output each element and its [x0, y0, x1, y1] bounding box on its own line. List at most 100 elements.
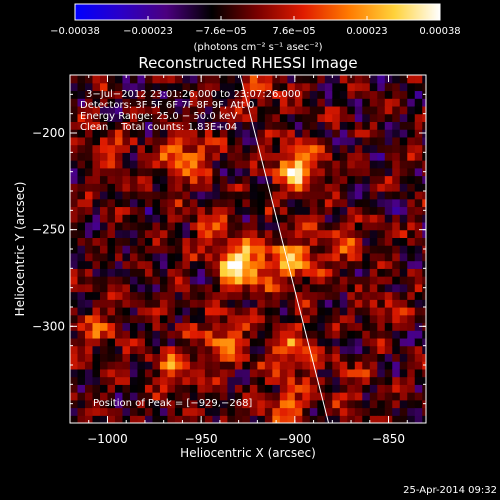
heatmap-cell [219, 221, 228, 231]
heatmap-cell [362, 198, 371, 208]
heatmap-cell [362, 152, 371, 161]
heatmap-cell [287, 384, 296, 393]
heatmap-cell [174, 237, 184, 246]
heatmap-cell [219, 299, 228, 308]
heatmap-cell [392, 75, 401, 84]
heatmap-cell [77, 191, 86, 200]
heatmap-cell [399, 337, 408, 347]
heatmap-cell [84, 160, 94, 169]
heatmap-cell [332, 183, 341, 192]
heatmap-cell [309, 129, 318, 138]
heatmap-cell [309, 183, 318, 192]
heatmap-cell [294, 252, 303, 262]
heatmap-cell [377, 415, 386, 423]
heatmap-cell [369, 82, 378, 92]
heatmap-cell [384, 136, 393, 146]
heatmap-cell [174, 152, 184, 161]
heatmap-cell [287, 353, 296, 362]
heatmap-cell [242, 322, 251, 331]
heatmap-cell [107, 160, 116, 169]
heatmap-cell [264, 392, 273, 401]
heatmap-cell [234, 268, 243, 277]
heatmap-cell [182, 415, 191, 423]
heatmap-cell [347, 291, 356, 300]
heatmap-cell [249, 376, 258, 385]
heatmap-cell [212, 368, 221, 378]
heatmap-cell [167, 121, 176, 130]
heatmap-cell [227, 322, 236, 331]
heatmap-cell [122, 121, 131, 130]
heatmap-cell [167, 144, 176, 153]
heatmap-cell [242, 152, 251, 161]
heatmap-cell [414, 337, 423, 347]
heatmap-cell [137, 299, 146, 308]
heatmap-cell [264, 237, 273, 246]
heatmap-cell [354, 307, 363, 316]
heatmap-cell [347, 113, 356, 122]
heatmap-cell [414, 330, 423, 339]
heatmap-cell [369, 345, 378, 354]
heatmap-cell [294, 399, 303, 409]
heatmap-cell [362, 283, 371, 293]
heatmap-cell [264, 245, 273, 254]
y-tick-label: −250 [32, 223, 65, 237]
heatmap-cell [279, 291, 288, 300]
heatmap-cell [287, 136, 296, 146]
heatmap-cell [129, 136, 139, 146]
heatmap-cell [204, 376, 213, 385]
heatmap-cell [264, 221, 273, 231]
heatmap-cell [377, 307, 386, 316]
heatmap-cell [159, 314, 169, 324]
heatmap-cell [377, 283, 386, 293]
heatmap-cell [309, 260, 318, 269]
heatmap-cell [77, 361, 86, 370]
heatmap-cell [92, 252, 101, 262]
heatmap-cell [264, 330, 273, 339]
footer-timestamp: 25-Apr-2014 09:32 [403, 485, 497, 496]
heatmap-cell [377, 191, 386, 200]
heatmap-cell [392, 221, 401, 231]
heatmap-cell [167, 276, 176, 285]
heatmap-cell [362, 291, 371, 300]
heatmap-cell [107, 407, 116, 416]
heatmap-cell [197, 252, 206, 262]
heatmap-cell [92, 245, 101, 254]
heatmap-cell [294, 322, 303, 331]
heatmap-cell [354, 245, 363, 254]
heatmap-cell [99, 75, 109, 84]
heatmap-cell [99, 90, 109, 99]
heatmap-cell [84, 175, 94, 184]
heatmap-cell [392, 353, 401, 362]
heatmap-cell [347, 198, 356, 208]
heatmap-cell [414, 399, 423, 409]
heatmap-cell [249, 183, 258, 192]
heatmap-cell [347, 415, 356, 423]
heatmap-cell [219, 183, 228, 192]
heatmap-cell [212, 260, 221, 269]
heatmap-cell [227, 183, 236, 192]
heatmap-cell [407, 75, 416, 84]
heatmap-cell [219, 152, 228, 161]
heatmap-cell [92, 276, 101, 285]
heatmap-cell [144, 415, 154, 423]
heatmap-cell [302, 191, 311, 200]
heatmap-cell [70, 175, 79, 184]
heatmap-cell [279, 268, 288, 277]
heatmap-cell [294, 229, 303, 238]
heatmap-cell [317, 252, 326, 262]
heatmap-cell [309, 345, 318, 354]
heatmap-cell [227, 399, 236, 409]
heatmap-cell [272, 82, 281, 92]
heatmap-cell [167, 368, 176, 378]
heatmap-cell [249, 330, 258, 339]
heatmap-cell [212, 90, 221, 99]
heatmap-cell [302, 113, 311, 122]
heatmap-cell [257, 152, 266, 161]
heatmap-cell [324, 75, 333, 84]
heatmap-cell [99, 260, 109, 269]
heatmap-cell [287, 337, 296, 347]
heatmap-cell [407, 229, 416, 238]
heatmap-cell [309, 415, 318, 423]
heatmap-cell [317, 113, 326, 122]
heatmap-cell [347, 90, 356, 99]
